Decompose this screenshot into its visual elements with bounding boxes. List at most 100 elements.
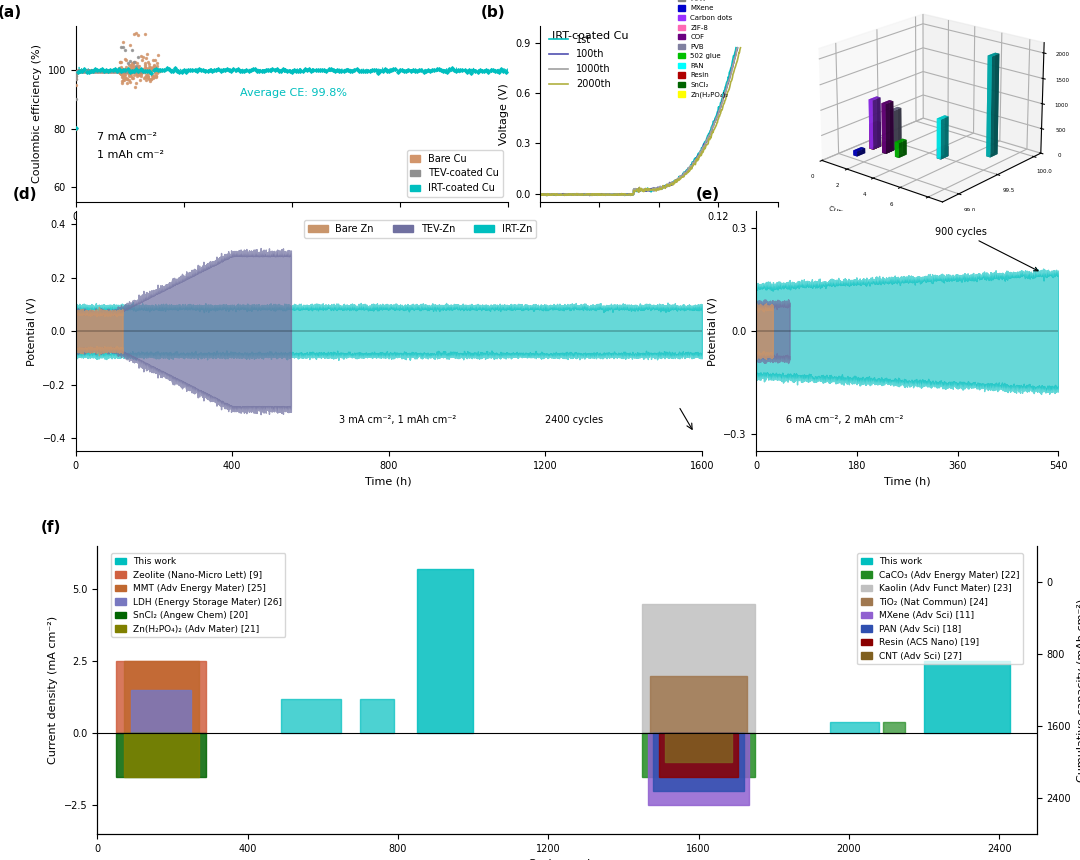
Point	[253, 64, 270, 77]
Point	[343, 64, 361, 78]
Point	[102, 64, 119, 78]
Point	[69, 64, 86, 78]
Point	[86, 64, 104, 78]
Point	[72, 64, 90, 78]
Point	[94, 64, 111, 78]
Point	[70, 64, 87, 78]
Point	[80, 64, 97, 78]
Point	[467, 64, 484, 78]
Point	[158, 61, 175, 75]
Point	[391, 64, 408, 77]
Point	[89, 64, 106, 78]
Point	[125, 64, 143, 78]
Point	[285, 64, 302, 77]
Point	[112, 40, 130, 54]
Point	[118, 71, 135, 85]
X-axis label: Cycling number: Cycling number	[247, 227, 336, 237]
Point	[445, 63, 462, 77]
Point	[102, 64, 119, 77]
Point	[469, 64, 486, 78]
Point	[69, 64, 86, 78]
Point	[86, 62, 104, 76]
Bar	[643, 734, 755, 777]
Point	[382, 64, 400, 77]
Point	[94, 64, 111, 78]
Point	[246, 62, 264, 76]
Point	[184, 63, 201, 77]
Point	[114, 35, 132, 49]
Point	[141, 63, 159, 77]
Point	[133, 64, 150, 78]
Point	[68, 66, 85, 80]
Point	[145, 60, 162, 74]
Point	[105, 64, 122, 78]
Point	[114, 63, 132, 77]
Point	[354, 64, 372, 77]
Point	[330, 64, 348, 78]
Point	[367, 63, 384, 77]
Point	[123, 64, 140, 78]
Point	[126, 64, 144, 77]
Point	[123, 56, 140, 70]
Point	[132, 64, 149, 78]
Point	[129, 56, 146, 70]
Point	[473, 64, 490, 78]
1st	[626, 189, 639, 200]
Point	[87, 64, 105, 78]
1000th	[731, 42, 744, 52]
Point	[86, 64, 104, 78]
Point	[111, 66, 129, 80]
Point	[78, 64, 95, 78]
Point	[109, 64, 126, 78]
100th	[534, 192, 546, 202]
Point	[120, 67, 137, 81]
2000th	[608, 190, 621, 200]
Point	[116, 64, 133, 78]
Point	[130, 28, 147, 42]
Point	[268, 62, 285, 76]
Point	[76, 64, 93, 78]
Point	[94, 64, 111, 78]
Point	[104, 64, 121, 78]
Point	[113, 64, 131, 78]
Point	[95, 64, 112, 78]
Point	[126, 80, 144, 94]
Point	[107, 64, 124, 78]
Point	[449, 63, 467, 77]
Point	[458, 65, 475, 79]
Point	[112, 67, 130, 81]
Point	[131, 64, 148, 78]
Point	[102, 64, 119, 78]
Point	[124, 71, 141, 85]
Point	[71, 64, 89, 78]
Point	[78, 64, 95, 78]
Point	[94, 64, 111, 78]
Bar	[643, 604, 755, 734]
Point	[149, 56, 166, 70]
Point	[114, 73, 132, 87]
Point	[122, 69, 139, 83]
Point	[464, 63, 482, 77]
Point	[108, 64, 125, 78]
Point	[81, 64, 98, 78]
Point	[430, 63, 447, 77]
Point	[140, 64, 158, 78]
Point	[443, 61, 460, 75]
Point	[436, 64, 454, 77]
Point	[72, 64, 90, 78]
Point	[94, 64, 111, 78]
Point	[134, 64, 151, 77]
Point	[98, 64, 116, 78]
Bar	[831, 722, 879, 734]
Point	[102, 64, 119, 78]
Point	[120, 65, 137, 79]
Point	[125, 68, 143, 82]
Point	[95, 64, 112, 78]
Line: 1st: 1st	[540, 47, 737, 197]
Point	[372, 64, 389, 77]
Point	[97, 64, 114, 78]
Point	[84, 64, 102, 78]
Text: (e): (e)	[696, 187, 719, 201]
1000th	[626, 189, 639, 200]
Point	[264, 63, 281, 77]
